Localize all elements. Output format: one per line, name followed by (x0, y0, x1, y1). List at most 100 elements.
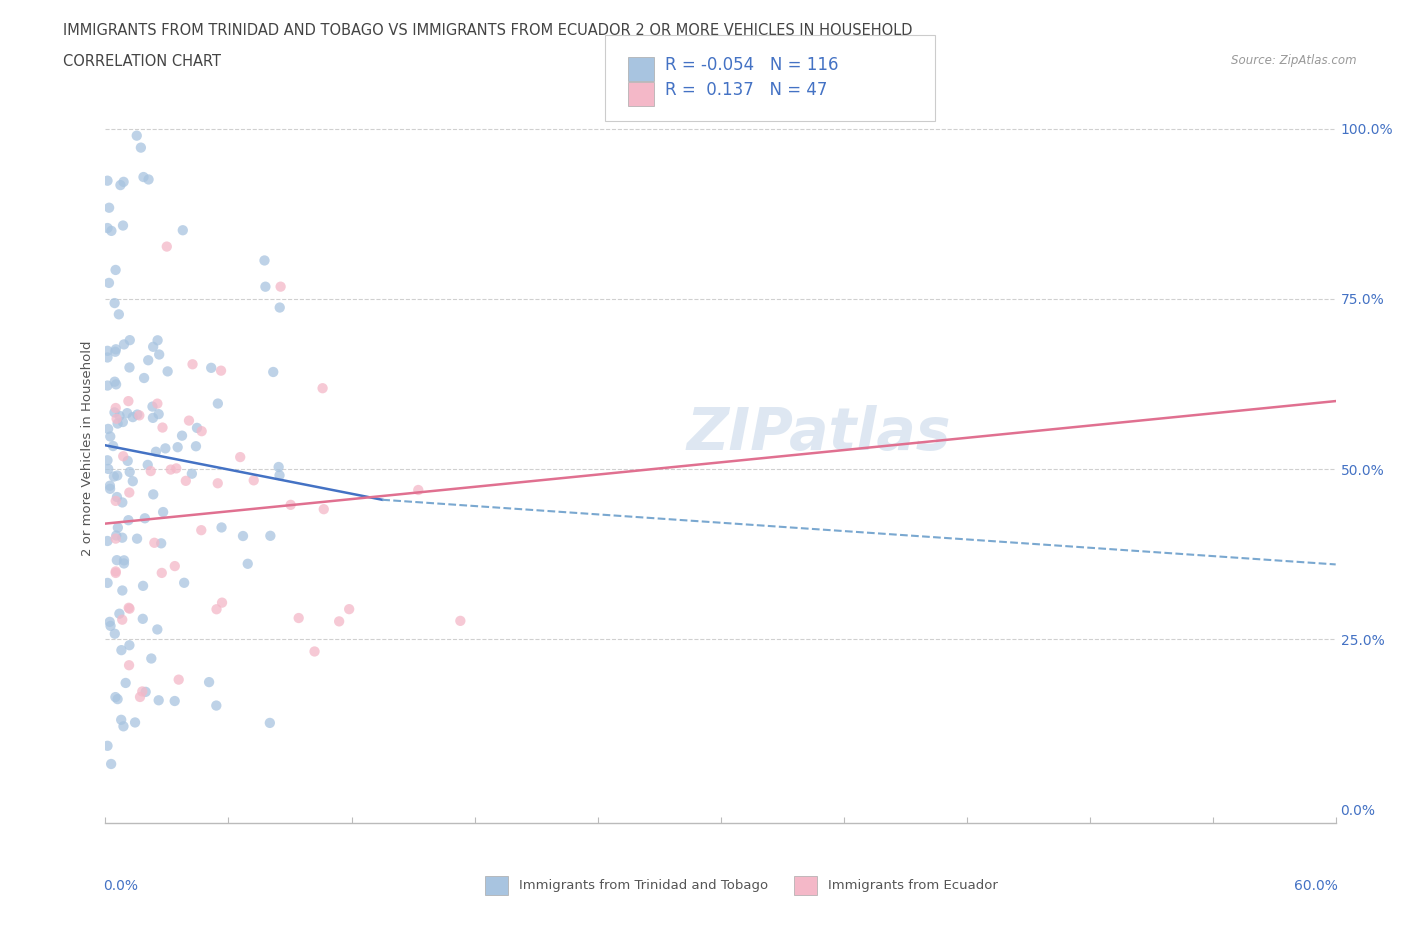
Point (97, 275, 120, 290)
Point (139, 464, 162, 479)
Point (96, 379, 118, 393)
Point (190, 424, 212, 439)
Text: 60.0%: 60.0% (1295, 879, 1339, 893)
Text: 0.0%: 0.0% (103, 879, 138, 893)
Point (124, 715, 146, 730)
Point (103, 405, 125, 419)
Point (172, 223, 194, 238)
Point (98, 478, 121, 493)
Point (232, 528, 254, 543)
Point (150, 565, 173, 580)
Point (110, 643, 132, 658)
Point (118, 333, 141, 348)
Point (118, 601, 141, 616)
Point (118, 464, 141, 479)
Point (108, 307, 131, 322)
Point (101, 439, 124, 454)
Point (96, 220, 118, 235)
Point (107, 692, 129, 707)
Point (170, 428, 193, 443)
Point (121, 473, 143, 488)
Point (104, 401, 127, 416)
Point (98, 429, 121, 444)
Point (104, 565, 127, 580)
Point (96, 173, 118, 188)
Point (112, 719, 135, 734)
Point (105, 489, 128, 504)
Point (163, 694, 186, 709)
Y-axis label: 2 or more Vehicles in Household: 2 or more Vehicles in Household (82, 341, 94, 556)
Point (114, 675, 136, 690)
Point (146, 622, 169, 637)
Point (132, 370, 155, 385)
Point (138, 172, 160, 187)
Point (177, 413, 200, 428)
Point (180, 466, 202, 481)
Point (127, 407, 149, 422)
Point (104, 342, 127, 357)
Point (129, 140, 152, 155)
Point (209, 364, 232, 379)
Point (156, 364, 179, 379)
Point (112, 175, 135, 190)
Point (96, 350, 118, 365)
Text: ZIPatlas: ZIPatlas (686, 405, 952, 462)
Point (148, 406, 170, 421)
Point (181, 357, 204, 372)
Point (111, 219, 134, 233)
Text: IMMIGRANTS FROM TRINIDAD AND TOBAGO VS IMMIGRANTS FROM ECUADOR 2 OR MORE VEHICLE: IMMIGRANTS FROM TRINIDAD AND TOBAGO VS I… (63, 23, 912, 38)
Point (174, 473, 197, 488)
Point (128, 408, 150, 423)
Point (118, 602, 141, 617)
Point (118, 658, 141, 672)
Point (105, 411, 128, 426)
Point (253, 253, 276, 268)
Point (136, 458, 159, 472)
Point (165, 461, 187, 476)
Point (104, 531, 127, 546)
Point (328, 614, 350, 629)
Point (207, 396, 229, 411)
Point (190, 523, 212, 538)
Point (105, 377, 128, 392)
Point (152, 505, 174, 520)
Point (103, 469, 125, 484)
Point (134, 511, 156, 525)
Point (166, 440, 188, 455)
Point (211, 520, 233, 535)
Point (287, 611, 309, 626)
Point (112, 337, 135, 352)
Point (229, 449, 252, 464)
Point (104, 564, 127, 578)
Point (135, 684, 157, 699)
Point (259, 715, 281, 730)
Point (125, 128, 148, 143)
Point (105, 468, 128, 483)
Point (211, 595, 233, 610)
Point (104, 690, 127, 705)
Point (104, 344, 127, 359)
Point (100, 223, 122, 238)
Point (104, 296, 127, 311)
Point (105, 552, 128, 567)
Point (111, 415, 134, 430)
Point (115, 405, 138, 420)
Point (148, 693, 170, 708)
Point (159, 462, 181, 477)
Point (121, 410, 143, 425)
Point (254, 279, 277, 294)
Text: R = -0.054   N = 116: R = -0.054 N = 116 (665, 56, 838, 74)
Point (108, 408, 131, 423)
Point (142, 487, 165, 502)
Point (117, 512, 139, 527)
Point (97, 461, 120, 476)
Text: CORRELATION CHART: CORRELATION CHART (63, 54, 221, 69)
Point (142, 410, 165, 425)
Point (104, 494, 127, 509)
Point (205, 698, 228, 713)
Point (150, 536, 173, 551)
Point (104, 374, 127, 389)
Point (337, 602, 360, 617)
Point (152, 420, 174, 435)
Point (96, 534, 118, 549)
